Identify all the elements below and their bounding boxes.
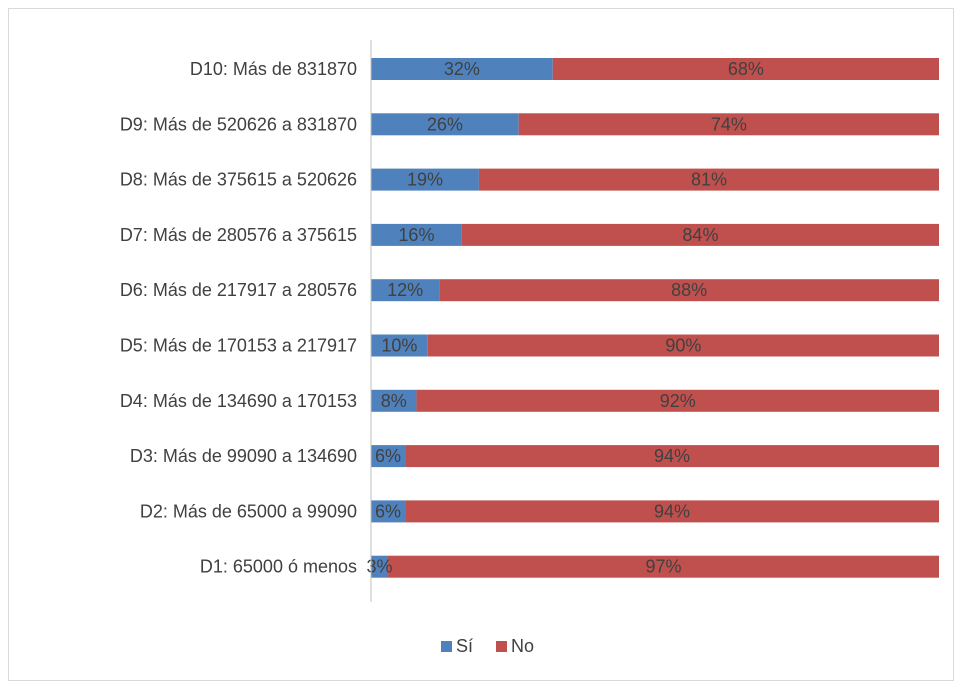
category-label: D6: Más de 217917 a 280576 <box>120 280 357 300</box>
legend-label-si: Sí <box>456 636 473 656</box>
category-label: D8: Más de 375615 a 520626 <box>120 170 357 190</box>
category-label: D9: Más de 520626 a 831870 <box>120 114 357 134</box>
bar-si <box>371 500 406 523</box>
bar-si <box>371 334 428 357</box>
bar-si <box>371 555 389 578</box>
bar-no <box>405 500 940 523</box>
bar-si <box>371 445 406 468</box>
data-label: 8% <box>381 391 407 411</box>
legend-swatch-si <box>441 641 452 652</box>
data-label: 6% <box>375 501 401 521</box>
data-label: 90% <box>665 336 701 356</box>
bar-no <box>388 555 939 578</box>
data-label: 3% <box>367 557 393 577</box>
data-label: 32% <box>444 59 480 79</box>
legend-swatch-no <box>496 641 507 652</box>
bar-no <box>552 58 939 80</box>
data-label: 10% <box>381 336 417 356</box>
labels-layer: D10: Más de 831870 32% 68% D9: Más de 52062… <box>120 59 764 577</box>
bar-si <box>371 58 553 80</box>
data-label: 12% <box>387 280 423 300</box>
data-label: 92% <box>660 391 696 411</box>
data-label: 88% <box>671 280 707 300</box>
data-label: 26% <box>427 114 463 134</box>
bar-no <box>405 445 940 468</box>
category-label: D2: Más de 65000 a 99090 <box>140 501 357 521</box>
bar-si <box>371 279 440 302</box>
data-label: 94% <box>654 501 690 521</box>
bar-no <box>416 389 939 412</box>
bar-si <box>371 168 479 191</box>
bar-no <box>461 223 939 246</box>
bar-si <box>371 223 462 246</box>
data-label: 74% <box>711 114 747 134</box>
category-label: D7: Más de 280576 a 375615 <box>120 225 357 245</box>
category-label: D1: 65000 ó menos <box>200 557 357 577</box>
data-label: 19% <box>407 170 443 190</box>
data-label: 16% <box>398 225 434 245</box>
bars-layer <box>371 58 940 578</box>
legend-label-no: No <box>511 636 534 656</box>
bar-no <box>478 168 939 191</box>
bar-no <box>518 113 939 136</box>
bar-si <box>371 389 417 412</box>
category-label: D3: Más de 99090 a 134690 <box>130 446 357 466</box>
data-label: 81% <box>691 170 727 190</box>
category-label: D4: Más de 134690 a 170153 <box>120 391 357 411</box>
category-label: D10: Más de 831870 <box>190 59 357 79</box>
bar-no <box>427 334 939 357</box>
data-label: 68% <box>728 59 764 79</box>
data-label: 84% <box>682 225 718 245</box>
category-label: D5: Más de 170153 a 217917 <box>120 336 357 356</box>
data-label: 94% <box>654 446 690 466</box>
legend: Sí No <box>441 636 534 656</box>
data-label: 97% <box>646 557 682 577</box>
bar-si <box>371 113 519 136</box>
data-label: 6% <box>375 446 401 466</box>
bar-no <box>439 279 939 302</box>
